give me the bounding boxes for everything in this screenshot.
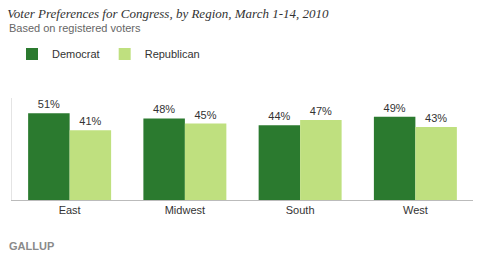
- svg-text:Voter Preferences for Congress: Voter Preferences for Congress, by Regio…: [7, 6, 329, 21]
- svg-text:48%: 48%: [153, 103, 175, 115]
- svg-text:41%: 41%: [79, 115, 101, 127]
- svg-text:West: West: [403, 204, 428, 216]
- svg-text:Democrat: Democrat: [52, 48, 100, 60]
- svg-text:South: South: [286, 204, 315, 216]
- svg-text:44%: 44%: [268, 110, 290, 122]
- svg-text:49%: 49%: [384, 102, 406, 114]
- svg-text:East: East: [59, 204, 81, 216]
- svg-text:45%: 45%: [195, 109, 217, 121]
- svg-text:Based on registered voters: Based on registered voters: [9, 22, 141, 34]
- svg-text:Republican: Republican: [145, 48, 200, 60]
- svg-text:43%: 43%: [425, 112, 447, 124]
- svg-text:Midwest: Midwest: [165, 204, 205, 216]
- svg-text:51%: 51%: [38, 98, 60, 110]
- svg-text:GALLUP: GALLUP: [9, 240, 54, 252]
- svg-text:47%: 47%: [310, 105, 332, 117]
